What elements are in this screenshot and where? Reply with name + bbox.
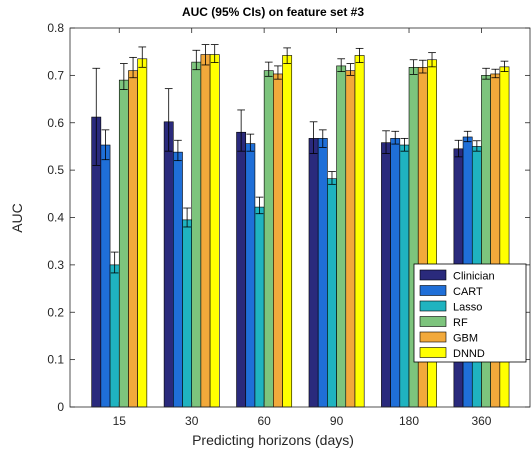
bar-rf-30 [191, 61, 202, 408]
error-bar-dnnd-15 [138, 46, 147, 68]
bar-gbm-60 [273, 73, 283, 408]
error-bar-lasso-180 [400, 137, 409, 152]
x-tick-label: 180 [399, 414, 419, 428]
bar-clinician-180 [381, 142, 391, 408]
bar-lasso-30 [182, 219, 193, 408]
legend-label-gbm: GBM [453, 333, 478, 345]
bar-lasso-60 [254, 206, 265, 408]
bar-dnnd-60 [282, 55, 293, 408]
bar-cart-30 [173, 151, 183, 408]
y-tick-label: 0.6 [47, 116, 64, 130]
legend-label-lasso: Lasso [453, 302, 482, 314]
error-bar-clinician-60 [237, 109, 246, 152]
bar-cart-60 [245, 143, 256, 408]
y-tick-label: 0.5 [47, 163, 64, 177]
bar-dnnd-15 [137, 58, 148, 408]
y-tick-label: 0.7 [47, 68, 64, 82]
x-axis-label: Predicting horizons (days) [192, 432, 354, 448]
y-tick-label: 0.4 [47, 211, 64, 225]
bar-clinician-30 [163, 121, 174, 408]
bar-lasso-90 [327, 178, 337, 408]
legend-swatch-cart [419, 285, 447, 296]
error-bar-rf-360 [482, 67, 490, 80]
x-axis-ticks: 15 30 60 90 180 360 [113, 28, 492, 428]
x-tick-label: 30 [185, 414, 199, 428]
error-bar-lasso-60 [255, 196, 264, 215]
error-bar-dnnd-360 [500, 60, 509, 72]
y-tick-label: 0 [57, 400, 64, 414]
error-bar-rf-180 [409, 59, 418, 75]
y-tick-label: 0.3 [47, 258, 64, 272]
error-bar-clinician-15 [92, 67, 101, 166]
y-axis-ticks: 0 0.1 0.2 0.3 0.4 0.5 0.6 0.7 0.8 [47, 21, 530, 414]
y-tick-label: 0.8 [47, 21, 64, 35]
bar-gbm-90 [345, 70, 356, 408]
legend-swatch-clinician [419, 269, 447, 281]
error-bar-cart-90 [318, 129, 327, 148]
x-tick-label: 360 [471, 414, 491, 428]
bar-gbm-30 [200, 54, 211, 408]
error-bar-cart-360 [463, 130, 472, 143]
bar-clinician-90 [308, 138, 319, 408]
error-bar-dnnd-90 [355, 47, 364, 63]
x-tick-label: 60 [257, 414, 271, 428]
legend-swatch-dnnd [419, 347, 447, 358]
bar-lasso-15 [109, 264, 120, 408]
legend-label-clinician: Clinician [453, 271, 495, 283]
error-bar-lasso-30 [183, 207, 191, 228]
error-bar-dnnd-30 [210, 44, 219, 63]
error-bar-rf-90 [337, 58, 346, 72]
error-bar-gbm-15 [129, 56, 137, 79]
legend-label-dnnd: DNND [453, 348, 485, 360]
error-bar-dnnd-180 [428, 52, 436, 68]
bar-cart-15 [100, 144, 111, 408]
bar-cart-90 [317, 138, 328, 408]
bar-rf-60 [263, 70, 274, 408]
legend-label-cart: CART [453, 286, 483, 298]
legend-box [413, 263, 527, 363]
error-bar-cart-30 [174, 139, 182, 162]
bar-dnnd-90 [354, 55, 365, 408]
error-bar-gbm-360 [491, 68, 500, 79]
error-bar-gbm-30 [201, 44, 210, 66]
bar-rf-15 [118, 79, 129, 408]
error-bar-clinician-90 [309, 121, 318, 154]
bar-lasso-180 [399, 144, 410, 408]
legend: Clinician CART Lasso RF GBM DNND [413, 263, 527, 363]
error-bar-dnnd-60 [283, 47, 292, 64]
error-bar-lasso-15 [110, 251, 119, 274]
error-bar-gbm-180 [418, 59, 427, 74]
error-bars-layer [92, 44, 509, 274]
error-bar-clinician-360 [454, 139, 463, 158]
error-bar-rf-30 [192, 49, 201, 71]
legend-swatch-lasso [419, 300, 447, 312]
error-bar-gbm-60 [274, 65, 282, 80]
y-tick-label: 0.1 [47, 353, 64, 367]
error-bar-lasso-90 [328, 171, 336, 185]
chart-title: AUC (95% CIs) on feature set #3 [182, 5, 364, 19]
error-bar-cart-180 [391, 130, 400, 145]
error-bar-clinician-180 [382, 130, 390, 154]
y-tick-label: 0.2 [47, 305, 64, 319]
error-bar-lasso-360 [473, 140, 481, 152]
error-bar-clinician-30 [164, 88, 173, 152]
x-tick-label: 15 [113, 414, 127, 428]
y-axis-label: AUC [9, 203, 25, 233]
legend-swatch-rf [419, 316, 447, 327]
error-bar-rf-15 [119, 63, 128, 90]
error-bar-cart-60 [246, 133, 255, 152]
error-bar-rf-60 [264, 61, 273, 77]
error-bar-gbm-90 [346, 63, 355, 76]
bar-gbm-15 [128, 70, 138, 408]
x-tick-label: 90 [330, 414, 344, 428]
legend-label-rf: RF [453, 317, 468, 329]
legend-swatch-gbm [419, 331, 447, 343]
bar-dnnd-30 [209, 54, 220, 408]
bar-clinician-60 [236, 131, 247, 408]
bar-rf-90 [336, 65, 347, 408]
bar-cart-180 [390, 138, 401, 408]
error-bar-cart-15 [101, 129, 110, 161]
